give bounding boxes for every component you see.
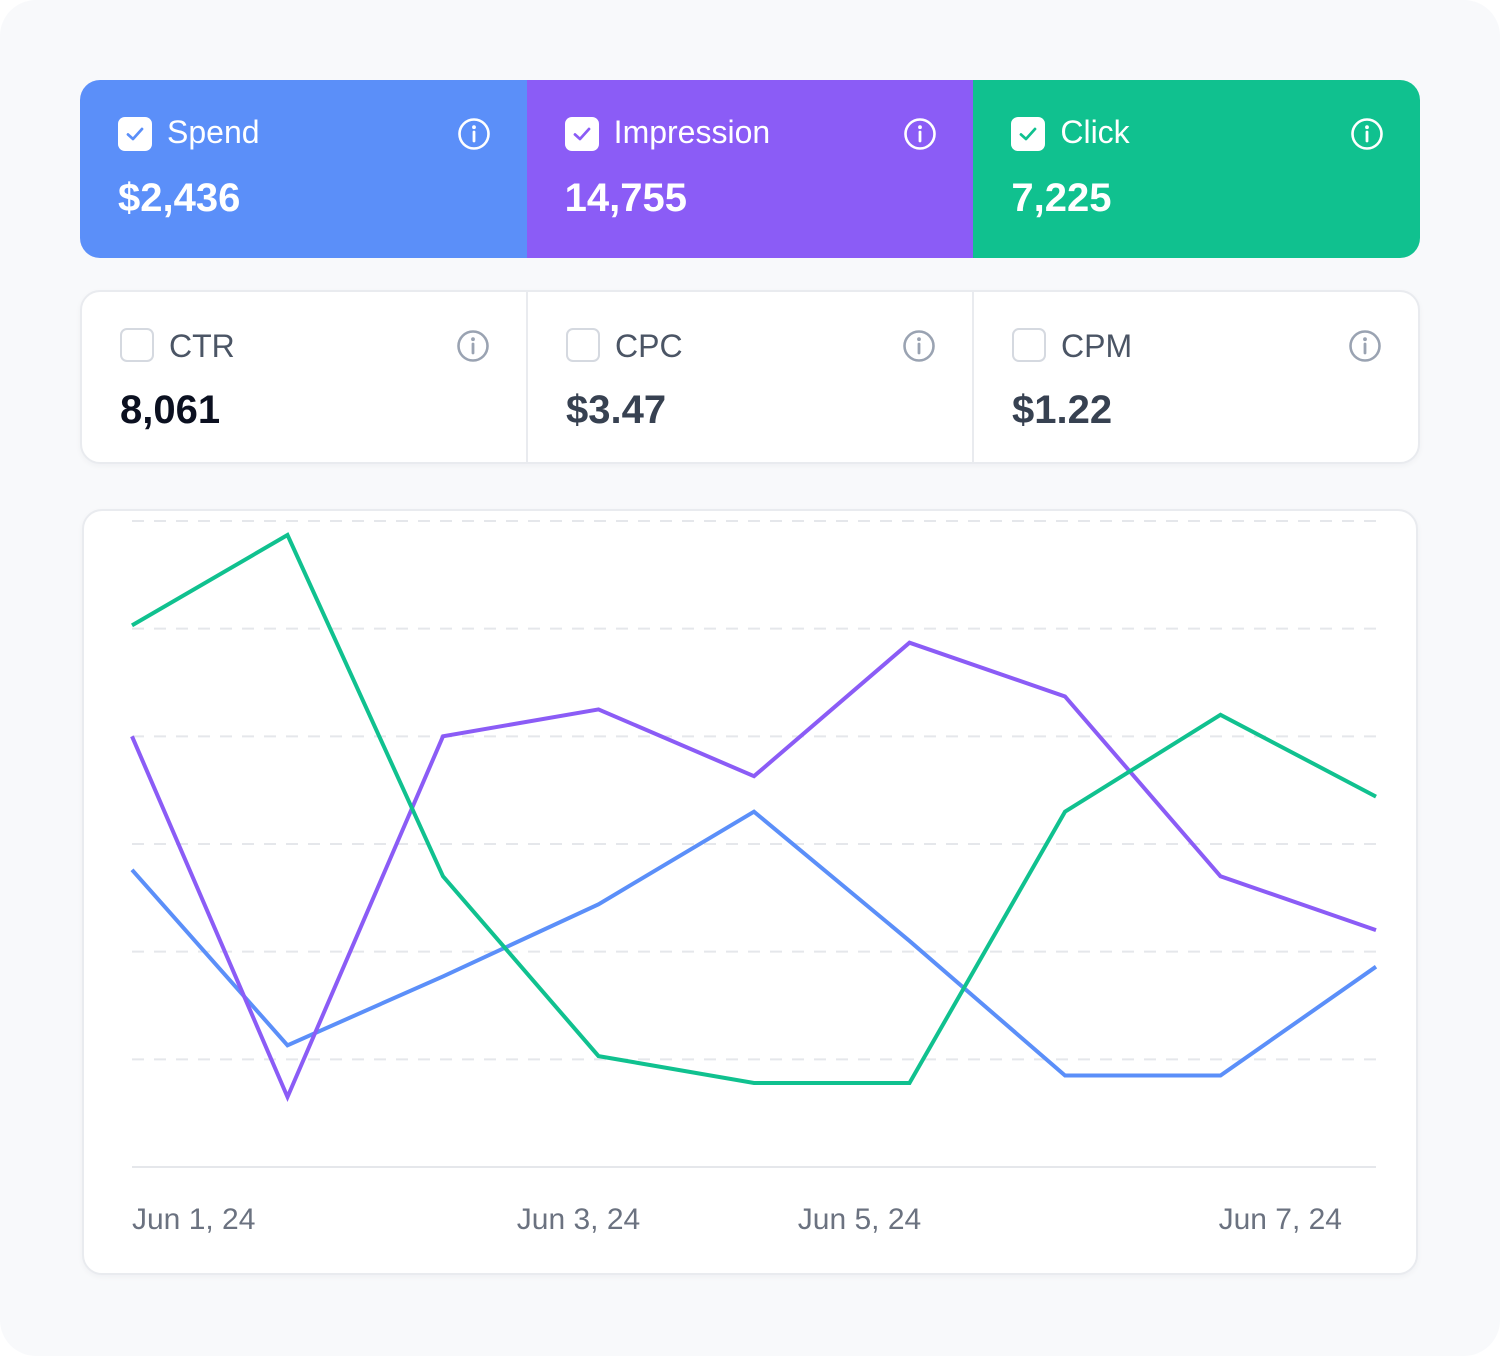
info-icon[interactable] xyxy=(457,117,491,151)
metric-value: 7,225 xyxy=(1011,176,1112,220)
metric-value: $3.47 xyxy=(566,388,667,432)
checkmark-icon xyxy=(1019,127,1037,141)
available-metrics-row: CTR 8,061 CPC $3.47 CPM $1.22 xyxy=(80,290,1420,464)
series-line-impression xyxy=(130,640,1377,1103)
metric-label: CPC xyxy=(615,328,683,364)
spend-checkbox[interactable] xyxy=(118,117,152,151)
metric-value: 14,755 xyxy=(564,176,688,220)
metric-label: Spend xyxy=(167,114,260,150)
cpm-checkbox[interactable] xyxy=(1012,328,1046,362)
info-icon[interactable] xyxy=(1350,117,1384,151)
metric-card-spend[interactable]: Spend $2,436 xyxy=(80,80,527,258)
ctr-checkbox[interactable] xyxy=(120,328,154,362)
impression-checkbox[interactable] xyxy=(564,117,599,151)
click-checkbox[interactable] xyxy=(1011,117,1046,151)
metric-label: Impression xyxy=(613,114,771,150)
metric-card-ctr[interactable]: CTR 8,061 xyxy=(82,292,526,462)
line-chart: Jun 1, 24 Jun 3, 24 Jun 5, 24 Jun 7, 24 xyxy=(130,520,1378,1236)
info-icon[interactable] xyxy=(902,329,936,363)
metric-card-cpc[interactable]: CPC $3.47 xyxy=(526,292,972,462)
line-chart-card: Jun 1, 24 Jun 3, 24 Jun 5, 24 Jun 7, 24 xyxy=(82,509,1418,1275)
metric-label: CPM xyxy=(1061,328,1133,364)
series-line-click xyxy=(130,532,1377,1085)
selected-metrics-row: Spend $2,436 Impression 14,755 Click 7,2… xyxy=(80,80,1420,258)
series-line-spend xyxy=(130,809,1378,1078)
grid-lines xyxy=(132,520,1376,1061)
x-tick-label: Jun 3, 24 xyxy=(517,1203,640,1236)
info-icon[interactable] xyxy=(456,329,490,363)
metric-card-cpm[interactable]: CPM $1.22 xyxy=(972,292,1418,462)
metric-label: Click xyxy=(1060,114,1130,150)
x-tick-label: Jun 7, 24 xyxy=(1219,1203,1342,1236)
checkmark-icon xyxy=(126,127,144,141)
metric-label: CTR xyxy=(169,328,235,364)
checkmark-icon xyxy=(573,127,591,141)
metric-value: $2,436 xyxy=(118,176,241,220)
x-tick-label: Jun 5, 24 xyxy=(798,1203,921,1236)
info-icon[interactable] xyxy=(1348,329,1382,363)
metric-value: 8,061 xyxy=(120,388,221,432)
metric-card-impression[interactable]: Impression 14,755 xyxy=(526,80,974,258)
cpc-checkbox[interactable] xyxy=(566,328,600,362)
metric-value: $1.22 xyxy=(1012,388,1113,432)
info-icon[interactable] xyxy=(903,117,937,151)
x-tick-label: Jun 1, 24 xyxy=(132,1203,255,1236)
metric-card-click[interactable]: Click 7,225 xyxy=(973,80,1420,258)
